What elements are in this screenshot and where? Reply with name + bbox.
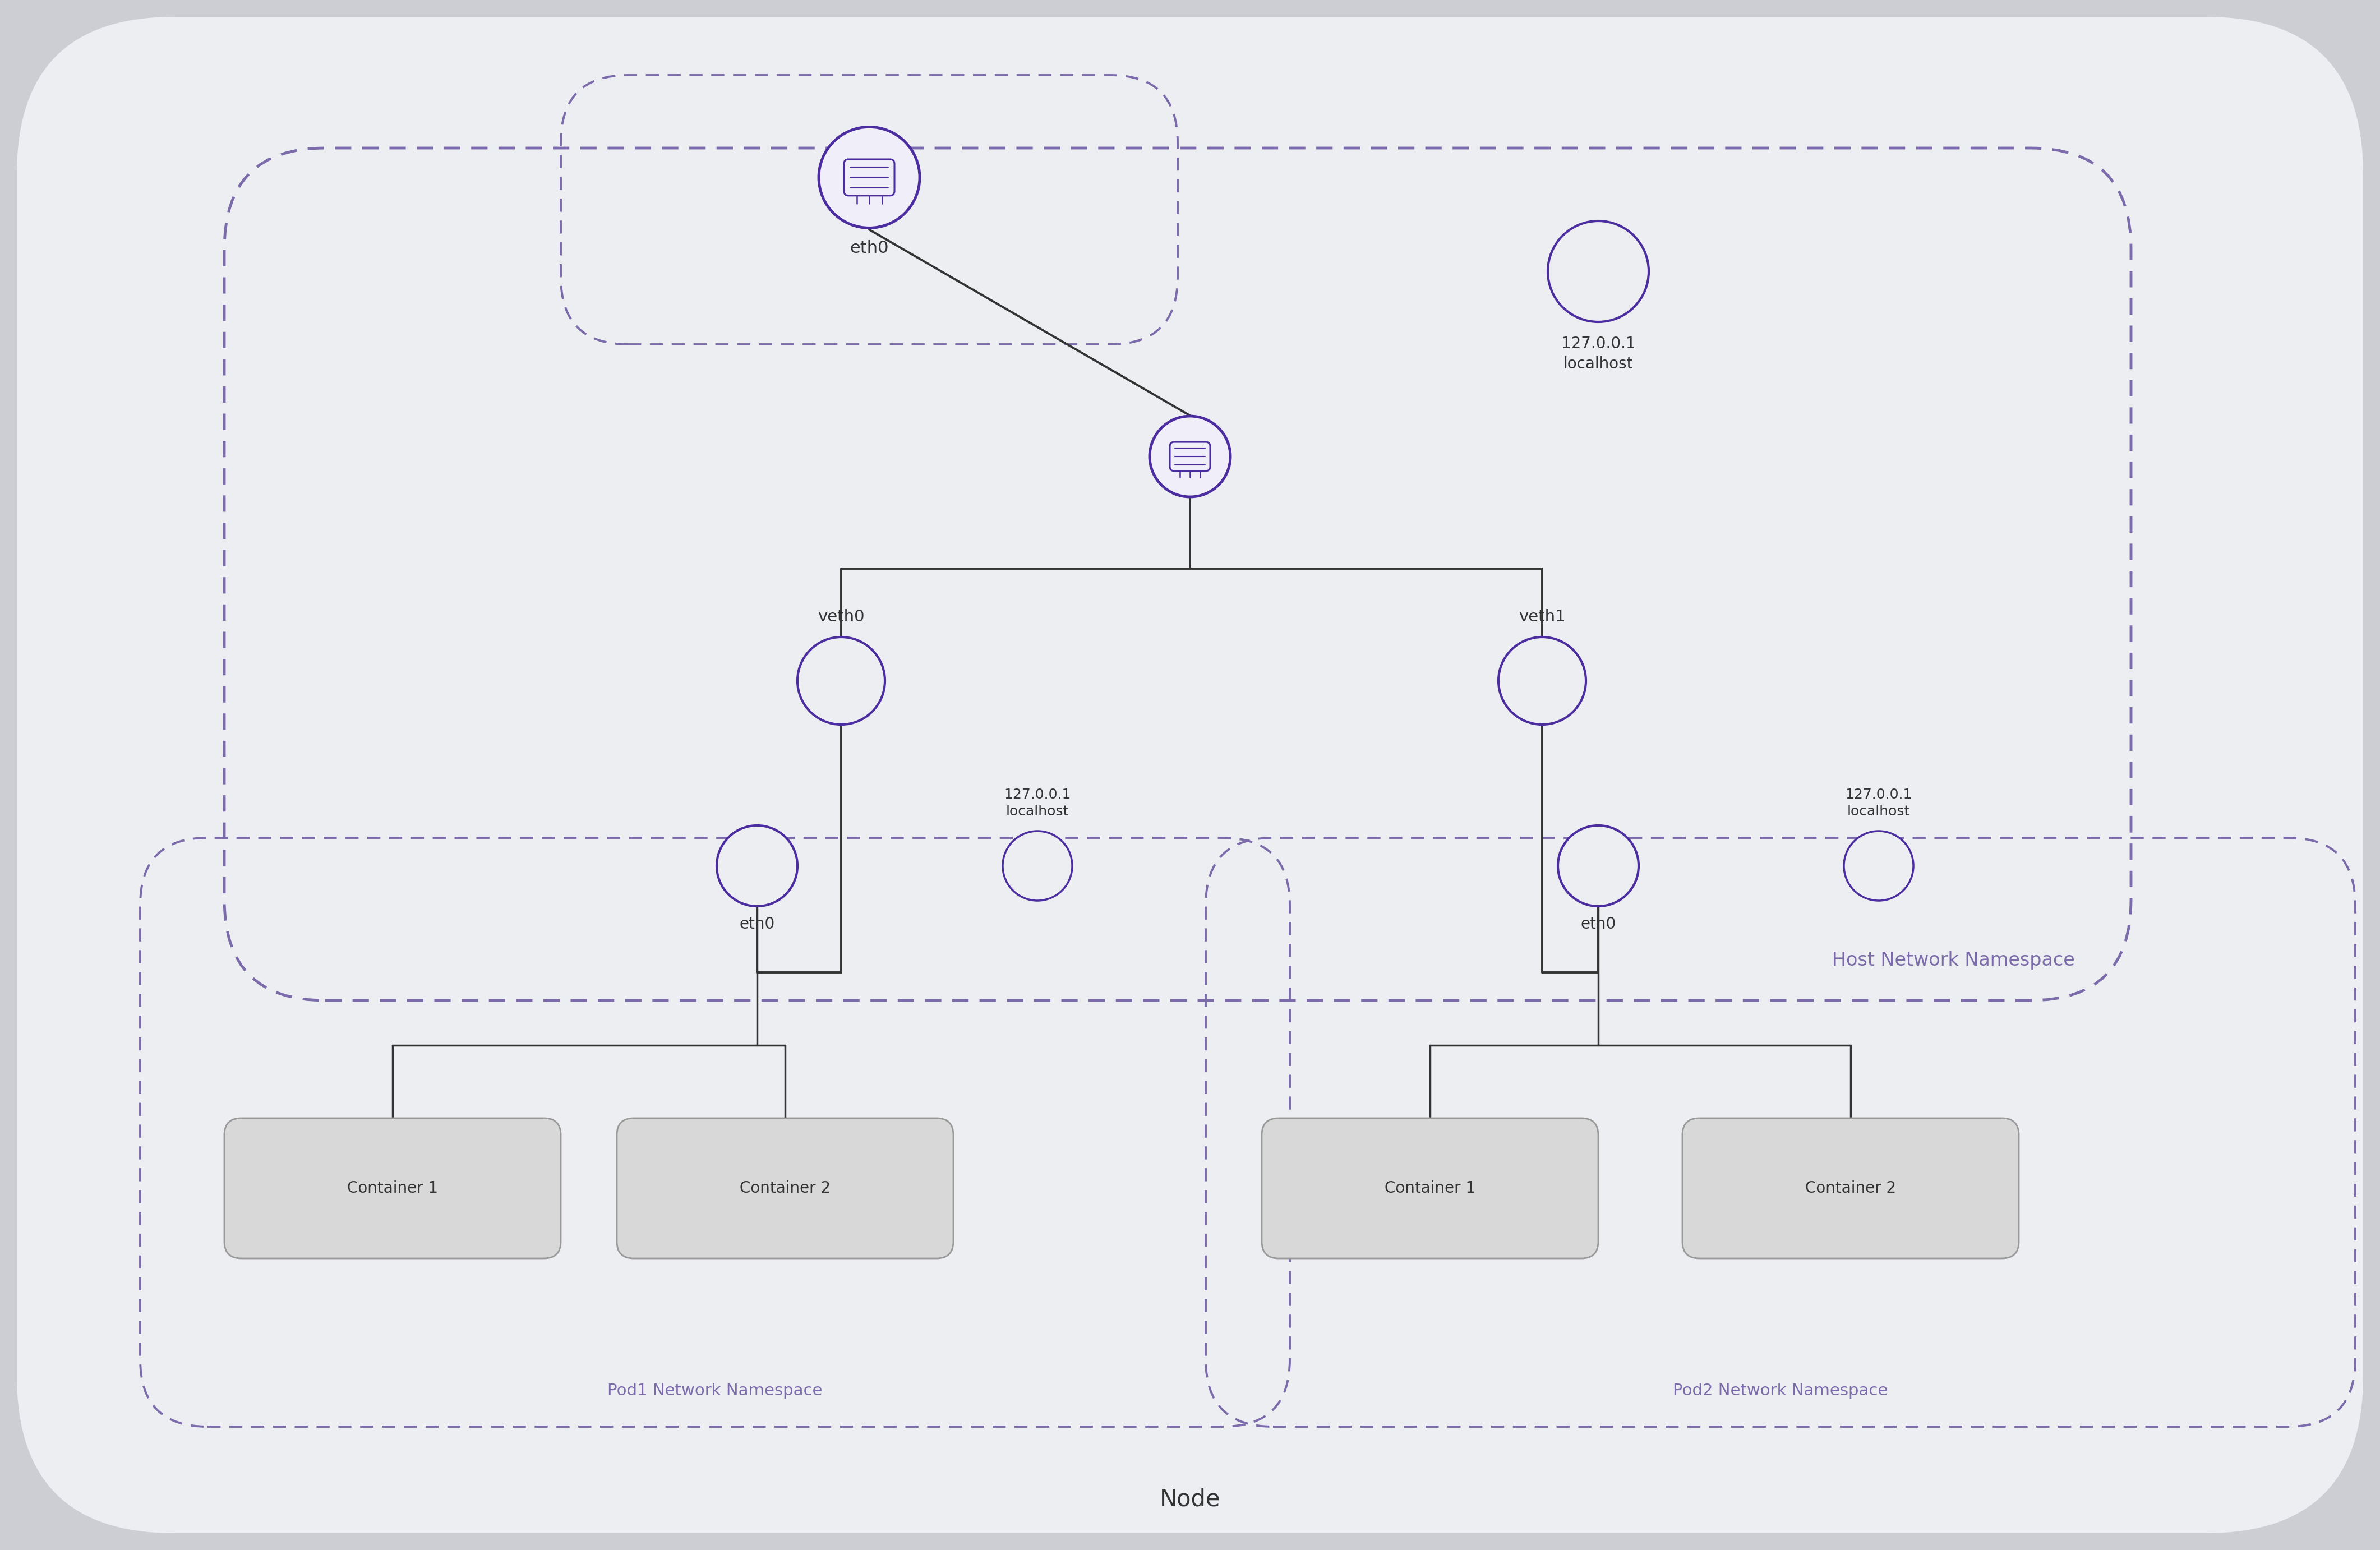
Text: Node: Node (1159, 1488, 1221, 1511)
Circle shape (716, 826, 797, 907)
Text: Pod2 Network Namespace: Pod2 Network Namespace (1673, 1383, 1887, 1398)
Circle shape (1150, 415, 1230, 498)
Circle shape (1844, 831, 1914, 901)
Text: Pod1 Network Namespace: Pod1 Network Namespace (607, 1383, 823, 1398)
Text: eth0: eth0 (740, 916, 776, 932)
Circle shape (1002, 831, 1073, 901)
Text: eth0: eth0 (850, 240, 888, 256)
Circle shape (819, 127, 919, 228)
Circle shape (1559, 826, 1640, 907)
Circle shape (1499, 637, 1585, 724)
Text: veth1: veth1 (1518, 609, 1566, 625)
Text: Container 2: Container 2 (740, 1181, 831, 1197)
Text: Host Network Namespace: Host Network Namespace (1833, 952, 2075, 970)
Text: Container 1: Container 1 (347, 1181, 438, 1197)
Circle shape (797, 637, 885, 724)
Text: 127.0.0.1
localhost: 127.0.0.1 localhost (1004, 787, 1071, 818)
FancyBboxPatch shape (616, 1118, 954, 1259)
FancyBboxPatch shape (1683, 1118, 2018, 1259)
Text: 127.0.0.1
localhost: 127.0.0.1 localhost (1561, 336, 1635, 372)
FancyBboxPatch shape (1261, 1118, 1599, 1259)
Text: Container 2: Container 2 (1804, 1181, 1897, 1197)
Text: eth0: eth0 (1580, 916, 1616, 932)
FancyBboxPatch shape (224, 1118, 562, 1259)
Text: 127.0.0.1
localhost: 127.0.0.1 localhost (1844, 787, 1911, 818)
Circle shape (1547, 222, 1649, 322)
Text: Container 1: Container 1 (1385, 1181, 1476, 1197)
Text: veth0: veth0 (819, 609, 864, 625)
FancyBboxPatch shape (17, 17, 2363, 1533)
